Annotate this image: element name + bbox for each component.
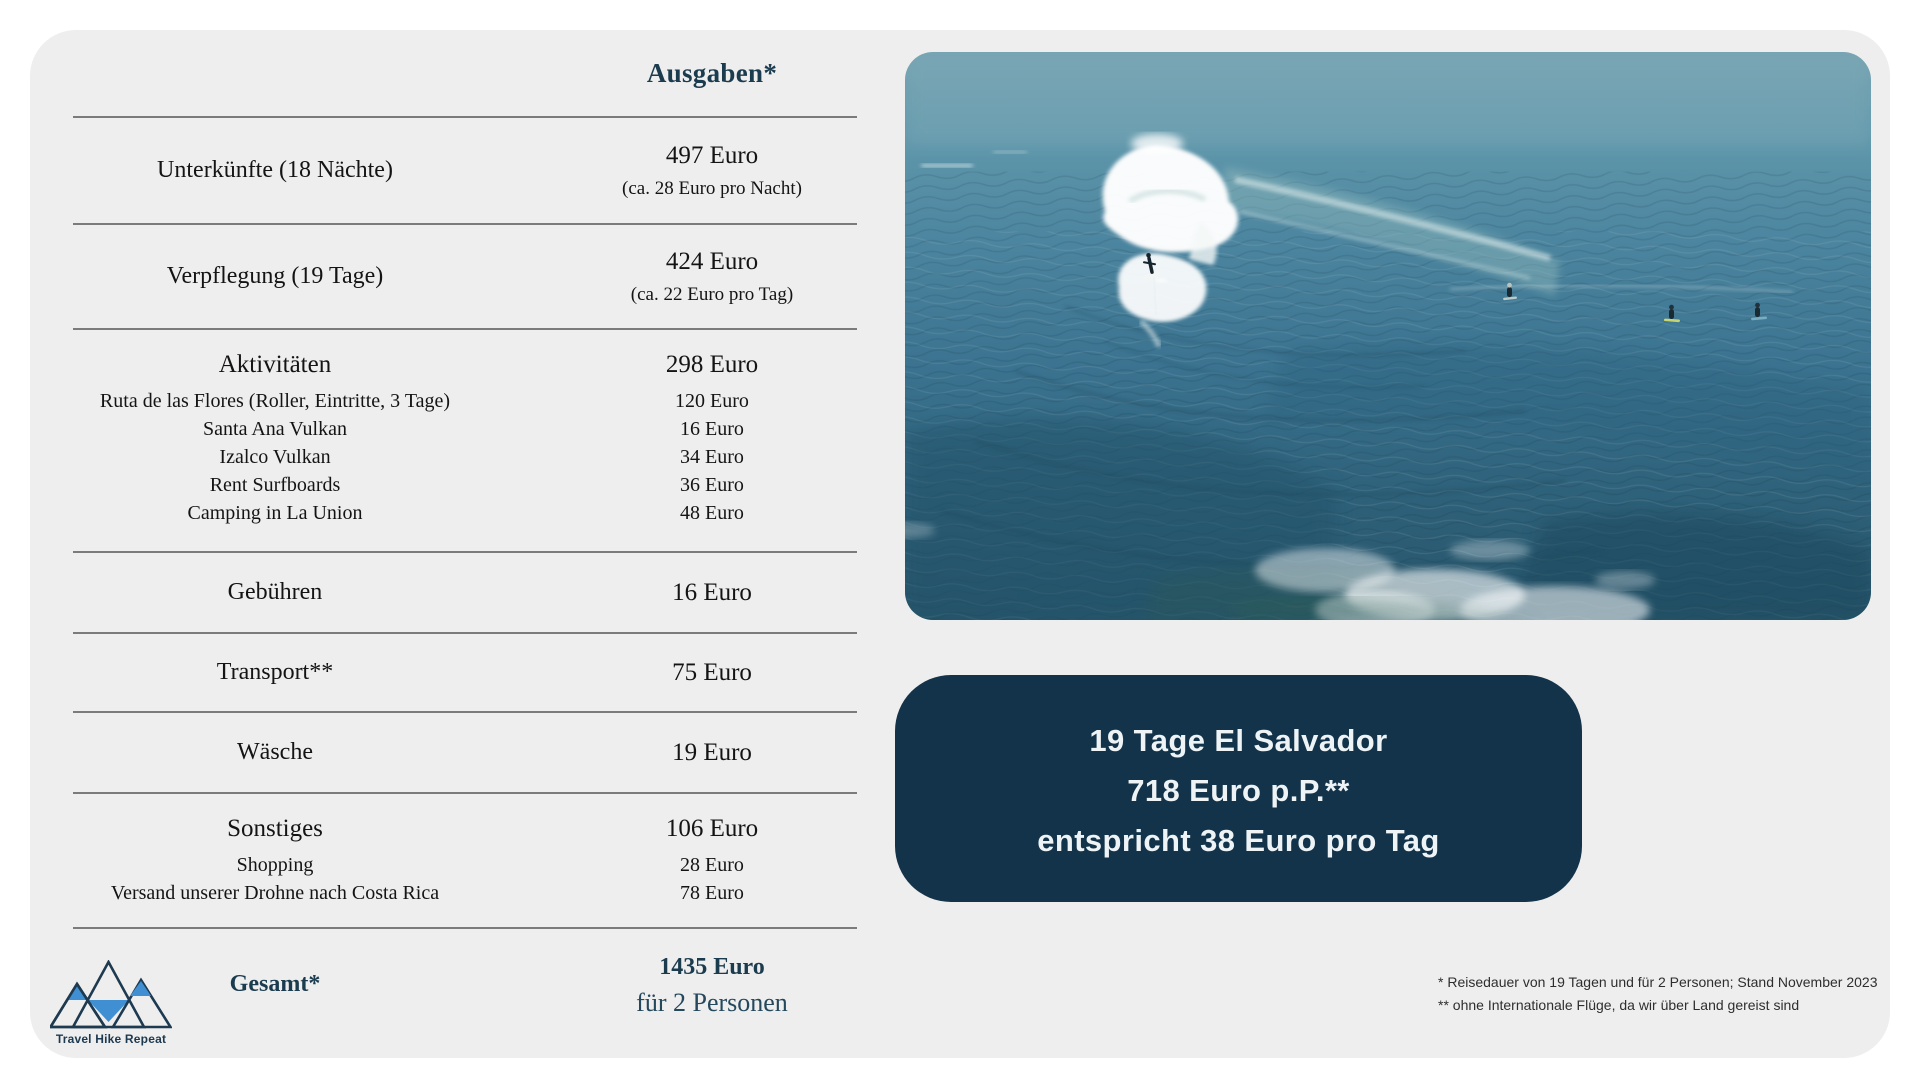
row-label: Sonstiges — [227, 815, 323, 842]
row-label: Wäsche — [237, 739, 313, 765]
footnote-2: ** ohne Internationale Flüge, da wir übe… — [1438, 997, 1800, 1013]
surfer-sitting-1 — [1503, 282, 1517, 301]
table-row: Wäsche 19 Euro — [73, 711, 857, 792]
row-label: Transport** — [216, 659, 334, 685]
table-row: Transport** 75 Euro — [73, 632, 857, 711]
ocean-surf-photo — [905, 52, 1871, 620]
row-value: 497 Euro — [665, 141, 759, 169]
surfer-riding — [1143, 252, 1167, 316]
subrow-value: 16 Euro — [680, 418, 744, 440]
total-value: 1435 Euro — [659, 954, 765, 980]
subrow-label: Shopping — [236, 854, 314, 876]
table-header-row: Ausgaben* — [73, 30, 857, 116]
table-total-row: Gesamt* 1435 Euro für 2 Personen — [73, 927, 857, 1058]
summary-line-2: 718 Euro p.P.** — [1127, 772, 1350, 808]
subrow-label: Versand unserer Drohne nach Costa Rica — [110, 882, 440, 904]
surfer-sitting-3 — [1751, 302, 1768, 321]
subrow-value: 28 Euro — [680, 854, 744, 876]
subrow-value: 36 Euro — [680, 474, 744, 496]
subrow-label: Camping in La Union — [187, 502, 363, 524]
row-value: 75 Euro — [672, 658, 752, 686]
subrow-value: 120 Euro — [675, 390, 749, 412]
table-row: Verpflegung (19 Tage) 424 Euro (ca. 22 E… — [73, 223, 857, 328]
subrow-label: Ruta de las Flores (Roller, Eintritte, 3… — [99, 390, 451, 412]
subrow-value: 78 Euro — [680, 882, 744, 904]
row-value: 298 Euro — [665, 351, 759, 378]
row-label: Gebühren — [227, 579, 323, 605]
expense-table: Ausgaben* Unterkünfte (18 Nächte) 497 Eu… — [73, 30, 857, 1058]
mountains-icon — [48, 959, 173, 1029]
footnotes: * Reisedauer von 19 Tagen und für 2 Pers… — [1438, 971, 1877, 1017]
table-row: Aktivitäten 298 Euro Ruta de las Flores … — [73, 328, 857, 551]
row-value: 106 Euro — [665, 815, 759, 842]
summary-line-3: entspricht 38 Euro pro Tag — [1037, 822, 1440, 858]
row-label: Unterkünfte (18 Nächte) — [157, 157, 393, 183]
row-value: 16 Euro — [672, 578, 752, 606]
row-subvalue: (ca. 22 Euro pro Tag) — [630, 283, 794, 305]
table-row: Sonstiges 106 Euro Shopping 28 Euro Vers… — [73, 792, 857, 927]
ocean-wave-illustration — [905, 52, 1871, 620]
subrow-value: 34 Euro — [680, 446, 744, 468]
total-label: Gesamt* — [229, 971, 321, 997]
table-title: Ausgaben* — [646, 57, 778, 88]
subrow-label: Izalco Vulkan — [219, 446, 331, 468]
row-value: 19 Euro — [672, 738, 752, 766]
table-row: Unterkünfte (18 Nächte) 497 Euro (ca. 28… — [73, 116, 857, 223]
table-row: Gebühren 16 Euro — [73, 551, 857, 632]
subrow-value: 48 Euro — [680, 502, 744, 524]
subrow-label: Santa Ana Vulkan — [203, 418, 347, 440]
row-label: Verpflegung (19 Tage) — [166, 263, 384, 289]
subrow-label: Rent Surfboards — [209, 474, 341, 496]
row-label: Aktivitäten — [218, 351, 332, 378]
row-value: 424 Euro — [665, 247, 759, 275]
row-subvalue: (ca. 28 Euro pro Nacht) — [622, 177, 802, 199]
footnote-1: * Reisedauer von 19 Tagen und für 2 Pers… — [1438, 974, 1878, 990]
brand-logo: Travel Hike Repeat — [48, 959, 200, 1060]
total-subvalue: für 2 Personen — [636, 988, 788, 1017]
summary-line-1: 19 Tage El Salvador — [1089, 722, 1388, 758]
summary-box: 19 Tage El Salvador 718 Euro p.P.** ents… — [895, 675, 1582, 902]
brand-logo-text: Travel Hike Repeat — [55, 1032, 167, 1046]
surfer-sitting-2 — [1663, 304, 1680, 323]
infographic-card: Ausgaben* Unterkünfte (18 Nächte) 497 Eu… — [30, 30, 1890, 1058]
